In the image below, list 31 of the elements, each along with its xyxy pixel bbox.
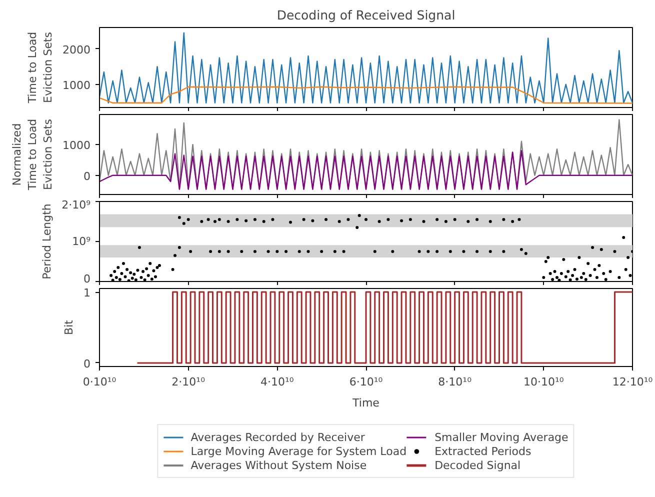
legend-label: Averages Without System Noise — [190, 458, 367, 472]
y-tick-label: 1000 — [62, 78, 91, 92]
y-tick-label: 0 — [84, 170, 90, 183]
x-tick-label: 4·10¹⁰ — [260, 376, 294, 388]
chart-title: Decoding of Received Signal — [276, 8, 456, 22]
x-tick-label: 0·10¹⁰ — [82, 376, 117, 388]
legend-label: Decoded Signal — [434, 458, 521, 472]
y-tick-label: 2·10⁹ — [62, 198, 91, 212]
x-tick-label: 8·10¹⁰ — [438, 376, 472, 388]
legend-label: Smaller Moving Average — [434, 430, 568, 444]
y-tick-label: 1000 — [62, 138, 91, 152]
line-series — [100, 86, 632, 104]
y-tick-label: 0 — [84, 357, 90, 370]
x-axis-title: Time — [352, 396, 380, 410]
x-tick-label: 12·10¹⁰ — [612, 376, 654, 388]
y-axis-title: Normalized Time to Load Eviction Sets — [10, 118, 55, 192]
line-series — [100, 32, 632, 104]
x-tick-label: 2·10¹⁰ — [172, 376, 206, 388]
legend-label: Extracted Periods — [434, 444, 532, 458]
x-tick-label: 6·10¹⁰ — [349, 376, 384, 388]
y-tick-label: 0 — [84, 272, 90, 286]
y-axis-title: Time to Load Eviction Sets — [26, 32, 55, 104]
line-series — [100, 150, 632, 190]
y-axis-title: Bit — [62, 319, 76, 335]
y-tick-label: 2000 — [62, 43, 91, 56]
legend-label: Large Moving Average for System Load — [190, 444, 407, 458]
y-axis-title: Period Length — [40, 204, 54, 280]
x-tick-label: 10·10¹⁰ — [524, 376, 564, 388]
legend-label: Averages Recorded by Receiver — [190, 430, 365, 444]
y-tick-label: 10⁹ — [72, 235, 91, 248]
y-tick-label: 1 — [84, 286, 90, 300]
